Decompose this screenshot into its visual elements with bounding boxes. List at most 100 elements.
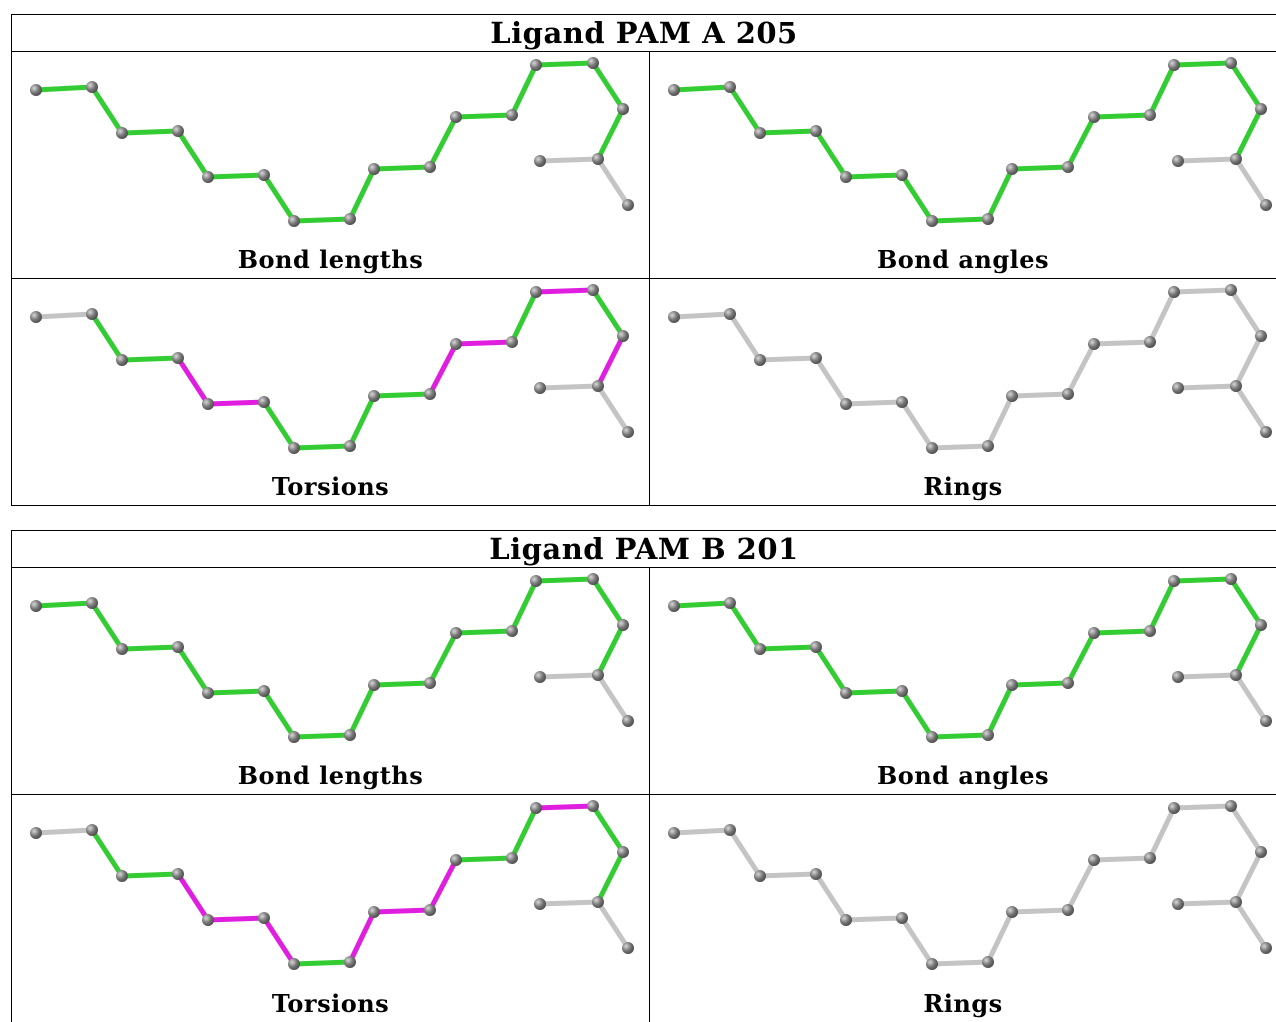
bond [205,915,267,923]
bond [347,682,377,738]
atom [1255,846,1267,858]
bond [537,899,601,907]
atom [840,171,852,183]
bond [533,60,596,68]
atom [1230,669,1242,681]
atom [1062,388,1074,400]
atom [30,84,42,96]
bond [843,915,905,923]
atom [172,641,184,653]
atom [30,600,42,612]
bond [1233,622,1264,678]
bond [533,576,596,584]
atom [1062,677,1074,689]
panel-bond-lengths: Bond lengths [11,568,649,795]
bond [1233,383,1269,435]
atom [1260,199,1272,211]
atom [86,81,98,93]
bond [985,909,1015,965]
atom [622,199,634,211]
atom [424,904,436,916]
bond [205,172,267,180]
atom [424,388,436,400]
panel-bond-angles: Bond angles [649,52,1276,279]
atom [1088,627,1100,639]
atom [592,153,604,165]
atom [896,912,908,924]
bond [727,84,763,136]
atom [1168,575,1180,587]
bond [291,216,353,224]
atom [258,169,270,181]
ligand-title: Ligand PAM B 201 [11,530,1276,568]
bond [453,628,515,636]
bond [813,355,849,407]
bond [929,443,991,451]
bond [175,355,211,407]
bond [33,827,95,836]
bond [1091,112,1153,120]
atom [86,824,98,836]
bond [205,399,267,407]
bond [89,827,125,879]
bond [1228,803,1264,855]
bond [33,84,95,93]
atom [810,868,822,880]
bond [119,871,181,879]
bond [595,383,631,435]
molecule-diagram [668,573,1272,743]
atom [288,731,300,743]
atom [622,426,634,438]
atom [450,854,462,866]
atom [172,868,184,880]
atom [530,575,542,587]
atom [506,852,518,864]
atom [202,398,214,410]
atom [896,169,908,181]
bond [590,576,626,628]
bond [899,688,935,740]
atom [1230,380,1242,392]
atom [344,213,356,225]
bond [1065,114,1097,170]
atom [668,84,680,96]
atom [368,163,380,175]
atom [1172,382,1184,394]
panel-caption: Torsions [271,472,390,501]
bond [929,959,991,967]
bond [1065,341,1097,397]
atom [1230,896,1242,908]
bond [33,600,95,609]
atom [1225,573,1237,585]
atom [116,127,128,139]
bond [175,644,211,696]
atom [530,286,542,298]
bond [1171,576,1234,584]
atom [202,687,214,699]
panel-caption: Bond angles [876,761,1050,790]
bond [537,672,601,680]
atom [617,619,629,631]
atom [344,729,356,741]
atom [1168,59,1180,71]
bond [371,907,433,915]
bond [1009,164,1071,172]
bond [537,383,601,391]
bond [1233,672,1269,724]
atom [587,57,599,69]
atom [288,442,300,454]
bond [1175,156,1239,164]
bond [427,114,459,170]
atom [1006,163,1018,175]
atom [368,679,380,691]
atom [840,398,852,410]
atom [450,338,462,350]
bond [427,341,459,397]
bond [813,644,849,696]
bond [985,682,1015,738]
bond [843,172,905,180]
atom [754,643,766,655]
bond [261,915,297,967]
atom [86,308,98,320]
bond [1171,287,1234,295]
